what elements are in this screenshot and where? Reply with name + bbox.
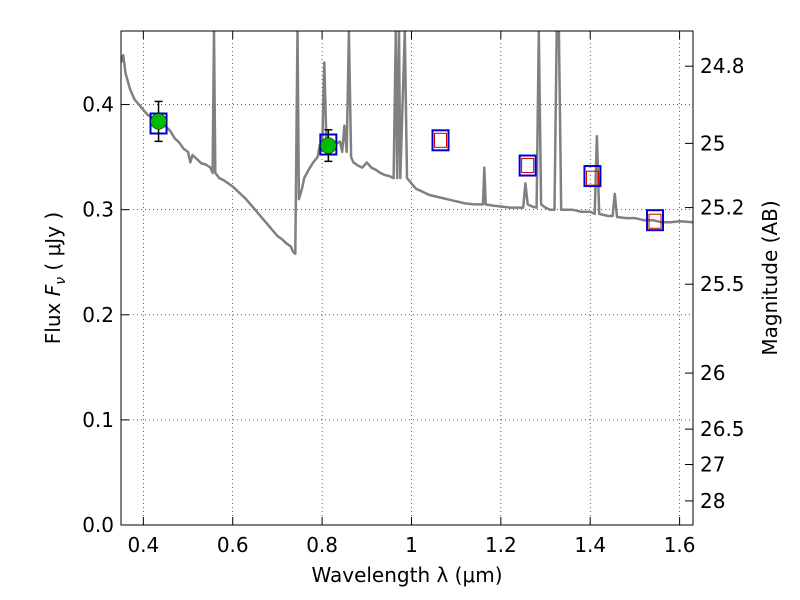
markers-layer — [149, 100, 665, 232]
upper-limit-square — [648, 213, 662, 229]
x-axis-label: Wavelength λ (μm) — [311, 563, 502, 587]
upper-limit-square — [521, 158, 535, 174]
y-axis-label: Flux Fν ( μJy ) — [41, 212, 69, 344]
y-tick-label: 0.0 — [82, 513, 114, 537]
model-spectrum-line — [121, 31, 693, 256]
right-tick-label: 27 — [700, 453, 725, 477]
model-photometry-square — [583, 165, 602, 188]
observed-point — [320, 137, 337, 154]
right-tick-label: 26.5 — [700, 417, 745, 441]
y-axis-label-post: ( μJy ) — [41, 212, 65, 277]
right-tick-label: 24.8 — [700, 54, 745, 78]
upper-limit-square — [585, 170, 599, 186]
observed-point — [150, 113, 167, 130]
model-photometry-square — [431, 129, 450, 152]
y-tick-label: 0.2 — [82, 303, 114, 327]
right-tick-label: 28 — [700, 489, 725, 513]
y-axis-label-sub: ν — [53, 277, 69, 285]
ticks-layer: 0.4 0.6 0.8 1 1.2 1.4 1.6 0.0 0.1 0.2 0.3 0.4 24.8 25… — [82, 31, 745, 557]
x-tick-label: 0.8 — [306, 533, 338, 557]
right-tick-label: 25.2 — [700, 196, 745, 220]
y-axis-label-pre: Flux — [41, 296, 65, 344]
model-photometry-square — [646, 209, 665, 232]
y-tick-label: 0.1 — [82, 408, 114, 432]
series-layer — [121, 31, 693, 256]
grid — [121, 31, 693, 525]
right-axis-label: Magnitude (AB) — [758, 200, 782, 355]
x-tick-label: 1.4 — [574, 533, 606, 557]
right-tick-label: 25.5 — [700, 272, 745, 296]
x-tick-label: 1.2 — [485, 533, 517, 557]
y-tick-label: 0.4 — [82, 93, 114, 117]
model-photometry-square — [518, 154, 537, 177]
right-tick-label: 25 — [700, 131, 725, 155]
x-tick-label: 0.6 — [217, 533, 249, 557]
right-tick-label: 26 — [700, 361, 725, 385]
upper-limit-square — [434, 132, 448, 148]
x-tick-label: 0.4 — [127, 533, 159, 557]
y-tick-label: 0.3 — [82, 198, 114, 222]
y-axis-label-symbol: F — [41, 284, 65, 296]
x-tick-label: 1 — [405, 533, 418, 557]
x-tick-label: 1.6 — [664, 533, 696, 557]
plot-frame — [120, 30, 694, 526]
